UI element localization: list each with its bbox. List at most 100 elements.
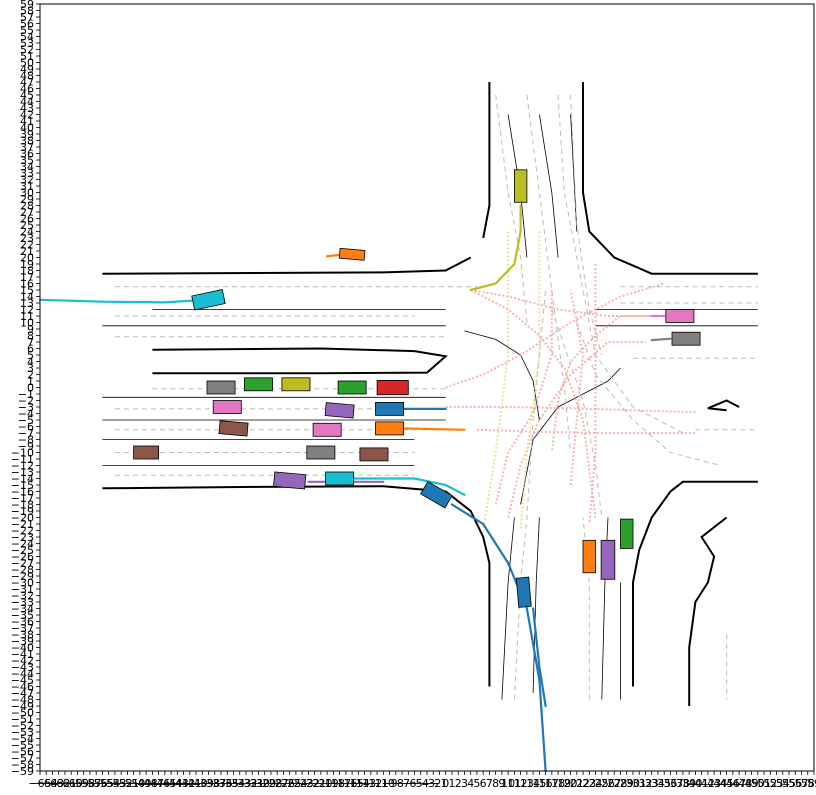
agent-box-gray xyxy=(306,445,336,460)
y-tick-label: 33 xyxy=(20,167,34,180)
y-tick-label: −59 xyxy=(11,765,34,778)
trajectory-orange xyxy=(400,427,466,431)
agent-box-pink xyxy=(665,309,695,323)
y-tick-label: 52 xyxy=(20,44,34,57)
y-tick-label: −45 xyxy=(11,674,34,687)
y-tick-label: 11 xyxy=(20,310,34,323)
x-tick-label: 43 xyxy=(707,777,721,790)
y-tick-label: 54 xyxy=(20,31,34,44)
y-tick-label: 36 xyxy=(20,148,34,161)
x-tick-label: −59 xyxy=(66,777,89,790)
y-tick-label: 31 xyxy=(20,180,34,193)
y-tick-label: −56 xyxy=(11,746,34,759)
y-tick-label: 22 xyxy=(20,239,34,252)
x-tick-label: −24 xyxy=(284,777,307,790)
y-tick-label: 9 xyxy=(27,323,34,336)
y-tick-label: 39 xyxy=(20,128,34,141)
y-tick-label: 1 xyxy=(27,375,34,388)
y-tick-label: −39 xyxy=(11,635,34,648)
y-tick-label: −48 xyxy=(11,694,34,707)
y-tick-label: −32 xyxy=(11,590,34,603)
y-tick-label: 8 xyxy=(27,330,34,343)
y-tick-label: −14 xyxy=(11,473,34,486)
y-tick-label: 44 xyxy=(20,96,34,109)
x-tick-label: −51 xyxy=(116,777,139,790)
x-tick-label: 22 xyxy=(576,777,590,790)
x-tick-label: 55 xyxy=(782,777,796,790)
y-tick-label: −24 xyxy=(11,538,34,551)
y-tick-label: −18 xyxy=(11,499,34,512)
y-tick-label: −11 xyxy=(11,453,34,466)
y-tick-label: −5 xyxy=(18,414,34,427)
x-tick-label: −50 xyxy=(122,777,145,790)
x-tick-label: 28 xyxy=(614,777,628,790)
x-tick-label: −15 xyxy=(340,777,363,790)
lane-dash xyxy=(570,94,603,356)
x-tick-label: 6 xyxy=(480,777,487,790)
x-tick-label: −29 xyxy=(253,777,276,790)
x-tick-label: −12 xyxy=(359,777,382,790)
predicted-path xyxy=(550,315,652,453)
y-tick-label: 40 xyxy=(20,122,34,135)
x-tick-label: 5 xyxy=(473,777,480,790)
x-tick-label: 24 xyxy=(589,777,603,790)
y-tick-label: 55 xyxy=(20,24,34,37)
agent-box-orange xyxy=(338,247,366,261)
y-tick-label: 0 xyxy=(27,382,34,395)
y-tick-label: −35 xyxy=(11,609,34,622)
y-tick-label: 25 xyxy=(20,219,34,232)
y-tick-label: −27 xyxy=(11,557,34,570)
x-tick-label: −57 xyxy=(78,777,101,790)
y-tick-label: 26 xyxy=(20,213,34,226)
y-tick-label: 45 xyxy=(20,89,34,102)
y-tick-label: −34 xyxy=(11,603,34,616)
x-tick-label: −25 xyxy=(278,777,301,790)
lane-dash xyxy=(557,94,684,434)
y-tick-label: −51 xyxy=(11,713,34,726)
y-tick-label: −58 xyxy=(11,759,34,772)
y-tick-label: 51 xyxy=(20,50,34,63)
x-tick-label: −27 xyxy=(266,777,289,790)
y-tick-label: −33 xyxy=(11,596,34,609)
y-tick-label: −2 xyxy=(18,395,34,408)
y-tick-label: 48 xyxy=(20,70,34,83)
x-tick-label: −45 xyxy=(153,777,176,790)
predicted-path xyxy=(476,428,696,434)
x-tick-label: −35 xyxy=(216,777,239,790)
x-tick-label: 59 xyxy=(807,777,816,790)
x-tick-label: 41 xyxy=(695,777,709,790)
x-tick-label: −48 xyxy=(135,777,158,790)
agent-box-purple xyxy=(600,539,616,580)
x-tick-label: −8 xyxy=(388,777,404,790)
x-tick-label: 53 xyxy=(770,777,784,790)
x-tick-label: 19 xyxy=(557,777,571,790)
trajectory-blue xyxy=(531,607,547,708)
predicted-path xyxy=(569,289,585,486)
agent-box-purple xyxy=(273,471,307,490)
y-tick-label: 57 xyxy=(20,11,34,24)
x-tick-label: −60 xyxy=(60,777,83,790)
y-tick-label: 14 xyxy=(20,291,34,304)
x-tick-label: 14 xyxy=(526,777,540,790)
x-tick-label: −54 xyxy=(97,777,120,790)
agent-box-brown xyxy=(133,445,160,460)
trajectory-gray xyxy=(650,337,672,342)
x-tick-label: −36 xyxy=(209,777,232,790)
road-edge xyxy=(632,480,758,687)
x-tick-label: 46 xyxy=(726,777,740,790)
axes: −59−58−57−56−55−54−53−52−51−50−49−48−47−… xyxy=(11,0,816,790)
y-tick-label: 37 xyxy=(20,141,34,154)
lane-dash xyxy=(513,289,547,700)
x-tick-label: −64 xyxy=(35,777,58,790)
x-tick-label: −44 xyxy=(159,777,182,790)
y-tick-label: −21 xyxy=(11,518,34,531)
y-tick-label: −42 xyxy=(11,655,34,668)
y-tick-label: −4 xyxy=(18,408,34,421)
x-tick-label: 30 xyxy=(626,777,640,790)
x-tick-label: −11 xyxy=(365,777,388,790)
x-tick-label: 8 xyxy=(492,777,499,790)
y-tick-label: 5 xyxy=(27,349,34,362)
x-tick-label: −23 xyxy=(291,777,314,790)
x-tick-label: −47 xyxy=(141,777,164,790)
